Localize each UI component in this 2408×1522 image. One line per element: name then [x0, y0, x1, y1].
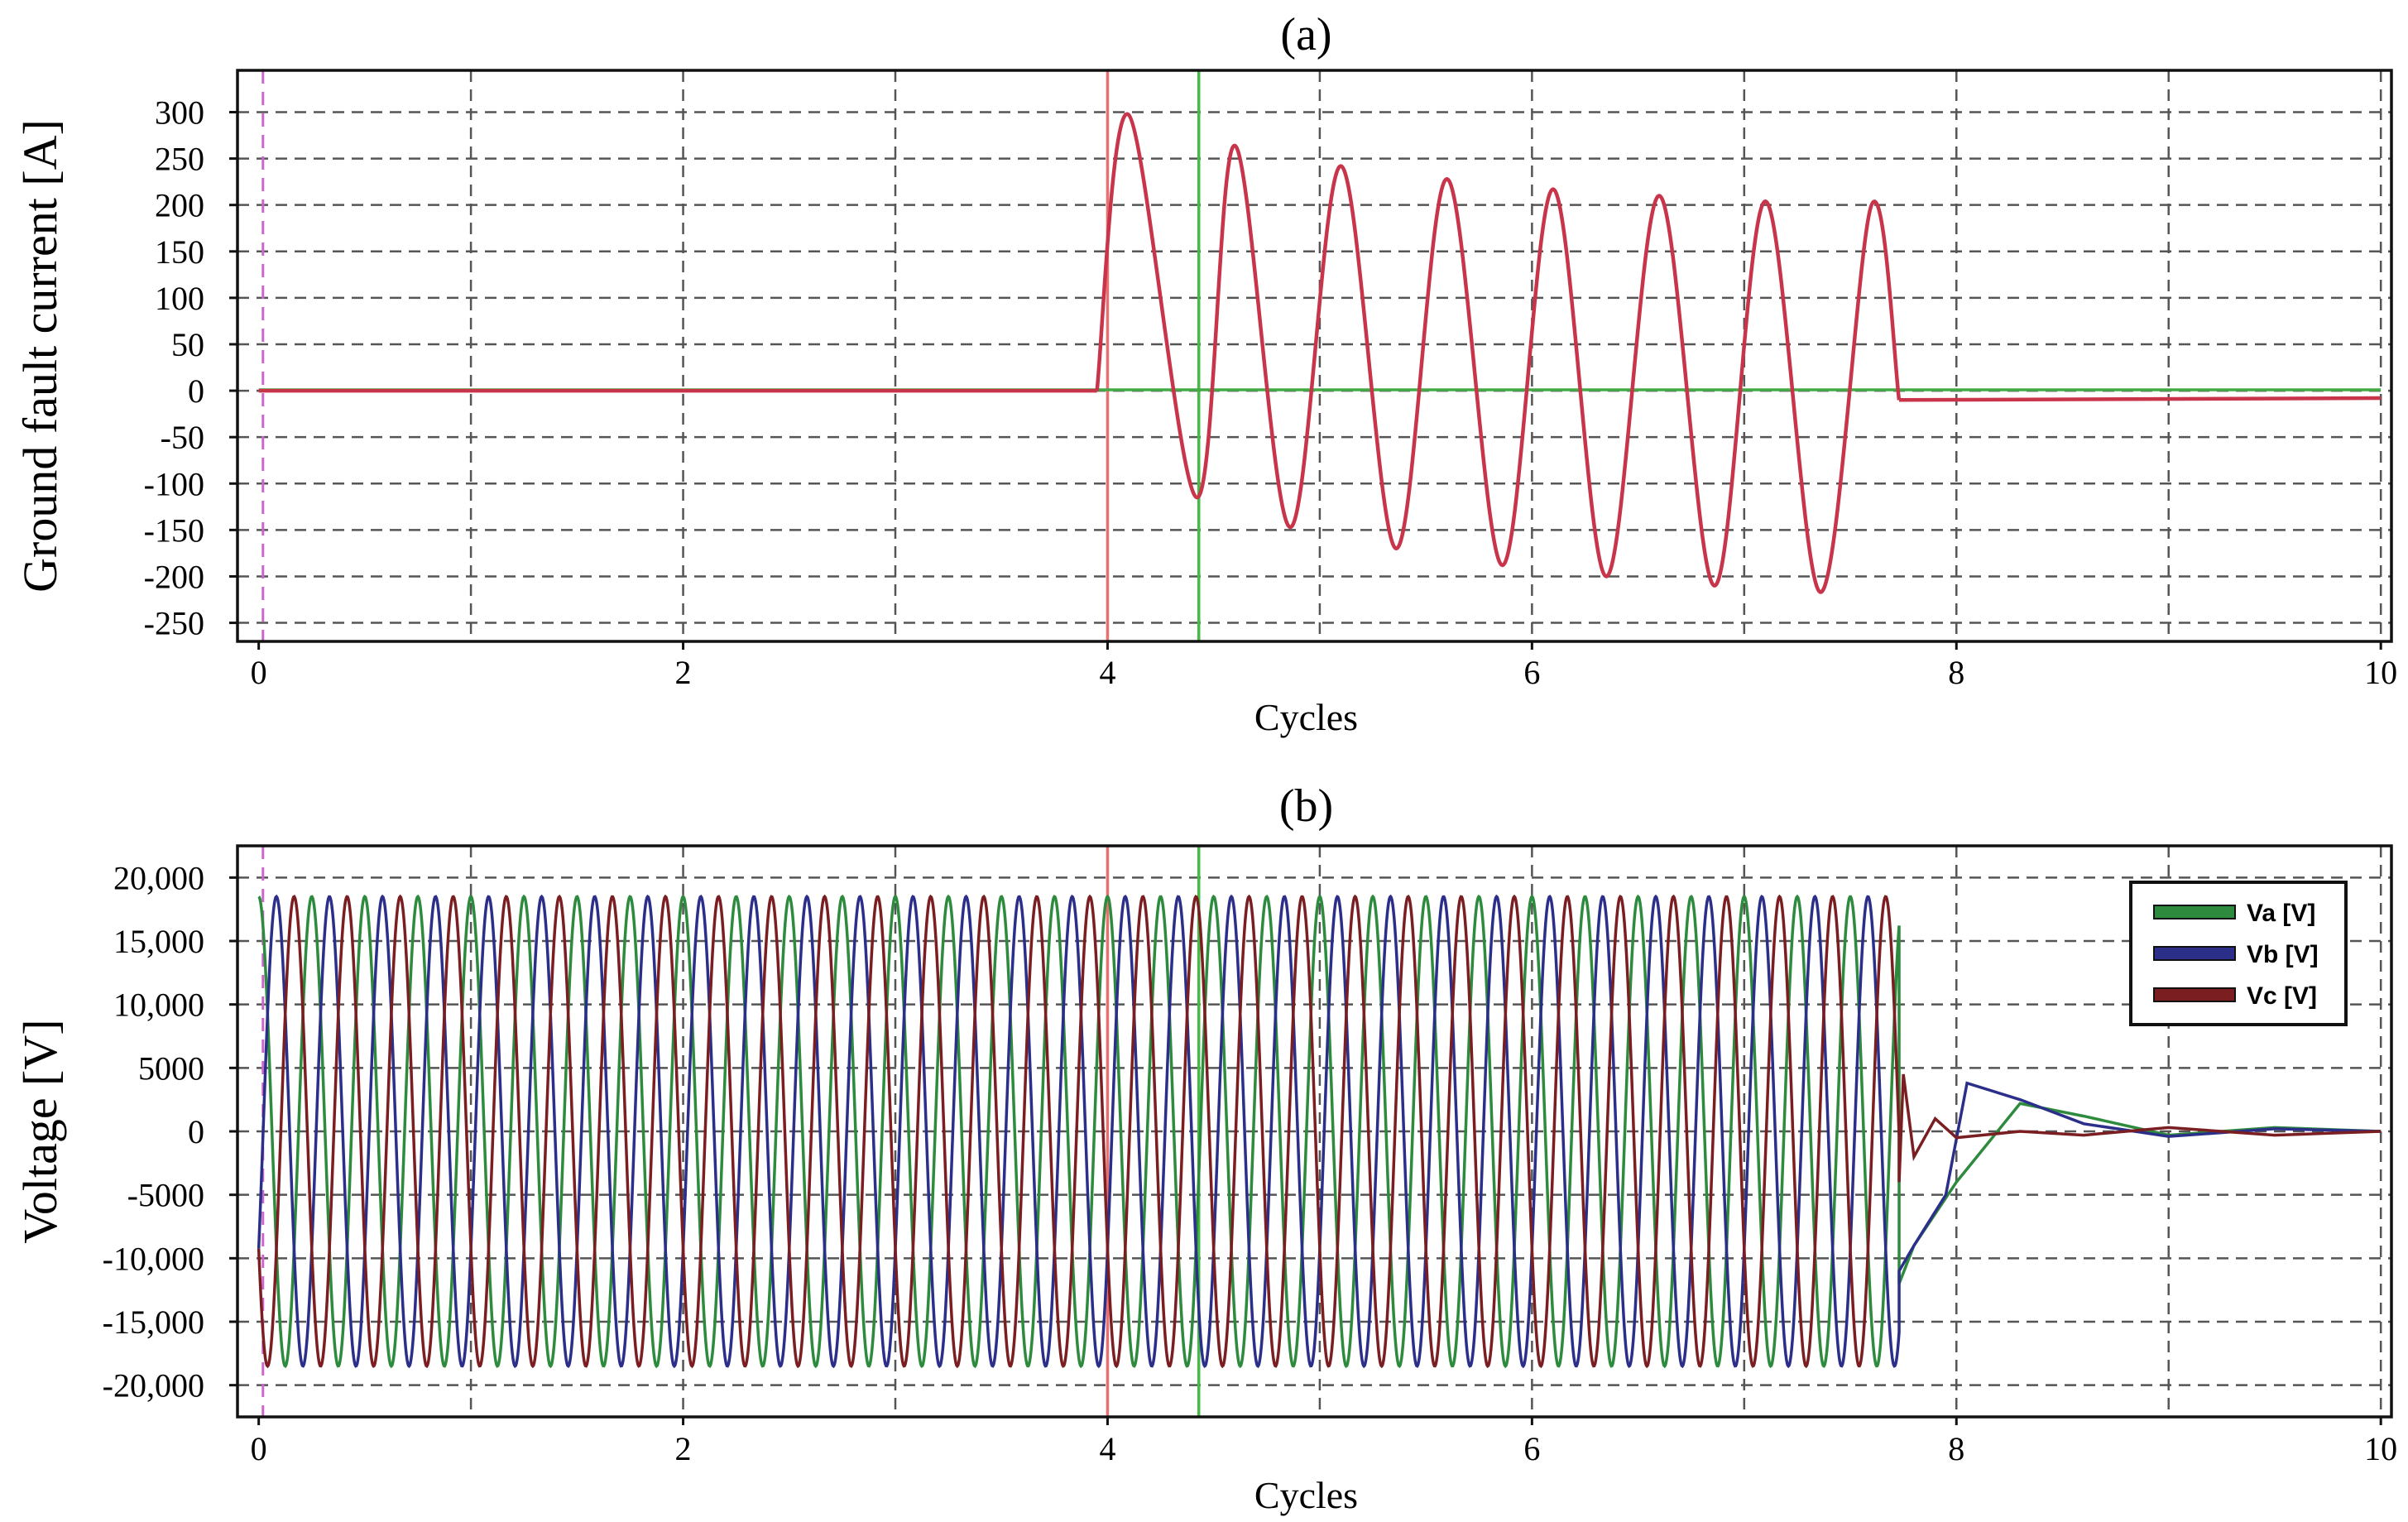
series-line-1 — [1899, 396, 2382, 402]
y-tick-label: 10,000 — [113, 987, 204, 1024]
legend-label: Vb [V] — [2247, 941, 2319, 968]
y-tick-label: -250 — [144, 605, 204, 642]
y-tick-label: -10,000 — [103, 1240, 204, 1277]
x-tick-label: 4 — [1099, 1430, 1115, 1467]
x-axis-label: Cycles — [1254, 696, 1358, 738]
x-tick-label: 0 — [251, 654, 267, 691]
y-tick-label: 250 — [155, 141, 204, 178]
y-tick-label: 5000 — [138, 1049, 204, 1087]
x-tick-label: 10 — [2364, 654, 2397, 691]
legend-label: Va [V] — [2247, 900, 2315, 927]
y-tick-label: 100 — [155, 280, 204, 317]
legend-label: Vc [V] — [2247, 982, 2317, 1010]
panel-title: (b) — [1279, 780, 1333, 832]
y-tick-label: -5000 — [127, 1177, 204, 1214]
x-tick-label: 2 — [675, 654, 692, 691]
x-tick-label: 10 — [2364, 1430, 2397, 1467]
x-tick-label: 2 — [675, 1430, 692, 1467]
y-tick-label: 50 — [171, 326, 204, 363]
x-tick-label: 8 — [1948, 1430, 1964, 1467]
y-tick-label: -15,000 — [103, 1304, 204, 1341]
plot-frame — [236, 69, 2393, 643]
series-line-vb — [257, 894, 2382, 1369]
data-area — [257, 894, 2382, 1369]
series-line-1 — [1095, 112, 1902, 594]
y-tick-label: -150 — [144, 511, 204, 549]
y-tick-label: 200 — [155, 187, 204, 224]
y-tick-label: 0 — [188, 1113, 204, 1150]
y-tick-label: 0 — [188, 372, 204, 410]
y-tick-label: -200 — [144, 558, 204, 595]
chart-panel-0: (a)300250200150100500-50-100-150-200-250… — [13, 9, 2397, 738]
legend-swatch — [2153, 987, 2236, 1002]
chart-panel-1: (b) 20,000 15,000 10,000 5000 0 -5000 -10,000 -1… — [13, 780, 2397, 1516]
y-tick-label: 20,000 — [113, 859, 204, 896]
y-tick-label: -50 — [161, 419, 204, 456]
x-tick-label: 4 — [1099, 654, 1115, 691]
data-area — [258, 112, 2382, 594]
y-tick-label: 150 — [155, 233, 204, 271]
x-tick-label: 0 — [251, 1430, 267, 1467]
y-tick-label: 15,000 — [113, 923, 204, 960]
y-tick-label: -20,000 — [103, 1367, 204, 1404]
x-tick-label: 6 — [1523, 654, 1540, 691]
legend: Va [V] Vb [V] Vc [V] — [2129, 881, 2348, 1026]
x-axis-label: Cycles — [1254, 1474, 1358, 1516]
y-axis-label: Voltage [V] — [13, 1019, 67, 1243]
y-axis-label: Ground fault current [A] — [13, 119, 67, 593]
legend-swatch — [2153, 946, 2236, 961]
legend-swatch — [2153, 905, 2236, 919]
y-tick-label: 300 — [155, 94, 204, 131]
x-tick-label: 6 — [1523, 1430, 1540, 1467]
panel-title: (a) — [1280, 9, 1331, 60]
x-tick-label: 8 — [1948, 654, 1964, 691]
series-line-vc — [257, 894, 2382, 1369]
y-tick-label: -100 — [144, 465, 204, 502]
